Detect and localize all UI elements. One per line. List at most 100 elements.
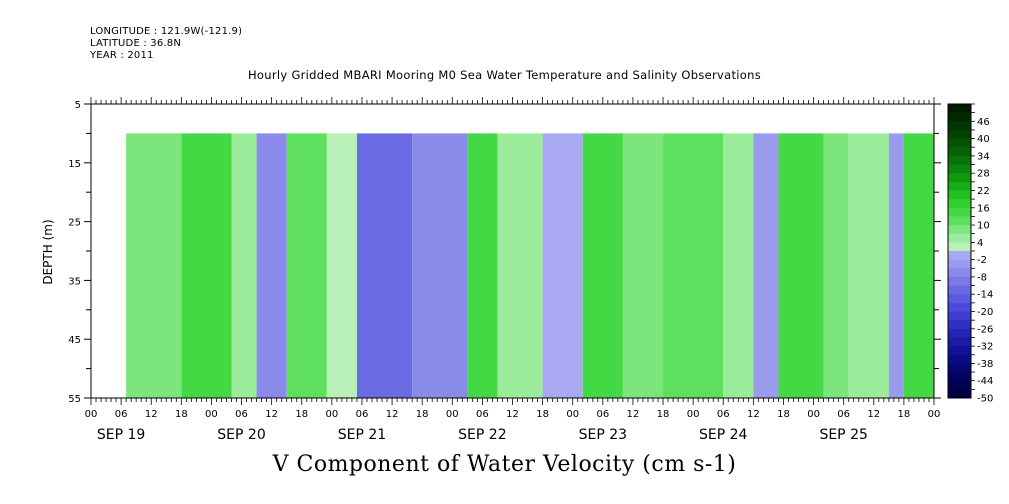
x-hour-label: 18: [657, 409, 670, 420]
x-hour-label: 18: [898, 409, 911, 420]
chart-title: Hourly Gridded MBARI Mooring M0 Sea Wate…: [247, 68, 762, 82]
colorbar-label: -8: [977, 272, 987, 283]
colorbar-swatch: [948, 233, 971, 243]
heatmap-band: [326, 133, 357, 398]
x-hour-label: 06: [837, 409, 850, 420]
x-day-label: SEP 21: [338, 427, 386, 443]
colorbar-label: -14: [977, 290, 993, 301]
y-tick-label: 25: [68, 218, 81, 229]
x-day-label: SEP 23: [579, 427, 627, 443]
x-hour-label: 06: [356, 409, 369, 420]
colorbar-border: [947, 103, 972, 399]
colorbar-label: -2: [977, 255, 987, 266]
x-hour-label: 18: [416, 409, 429, 420]
colorbar-swatch: [948, 155, 971, 165]
x-hour-label: 00: [566, 409, 579, 420]
x-hour-label: 12: [627, 409, 640, 420]
colorbar-swatch: [948, 147, 971, 157]
colorbar-swatch: [948, 259, 971, 269]
colorbar-swatch: [948, 173, 971, 183]
y-tick-label: 45: [68, 335, 81, 346]
heatmap-band: [663, 133, 724, 398]
x-hour-label: 00: [446, 409, 459, 420]
y-tick-label: 15: [68, 159, 81, 170]
colorbar-label: 4: [977, 238, 983, 249]
colorbar-swatch: [948, 372, 971, 382]
colorbar-label: 34: [977, 151, 990, 162]
x-hour-label: 12: [386, 409, 399, 420]
x-hour-label: 00: [807, 409, 820, 420]
heatmap-band: [778, 133, 824, 398]
heatmap-band: [256, 133, 287, 398]
x-day-label: SEP 25: [819, 427, 867, 443]
x-hour-label: 12: [867, 409, 880, 420]
colorbar-label: -50: [977, 394, 993, 405]
x-hour-label: 06: [476, 409, 489, 420]
x-day-label: SEP 22: [458, 427, 506, 443]
x-hour-label: 00: [205, 409, 218, 420]
heatmap-band: [181, 133, 232, 398]
heatmap-band: [723, 133, 754, 398]
colorbar-label: -20: [977, 307, 993, 318]
colorbar-label: -26: [977, 324, 993, 335]
colorbar-swatch: [948, 285, 971, 295]
heatmap-band: [622, 133, 664, 398]
year-label: YEAR : 2011: [90, 50, 154, 61]
x-hour-label: 00: [85, 409, 98, 420]
x-hour-label: 12: [145, 409, 158, 420]
colorbar: 46 40 34 28 22 16 10 4 -2 -8 -14 -20 -26 -32 -38 -44 -50: [947, 103, 993, 405]
heatmap-band: [231, 133, 257, 398]
longitude-label: LONGITUDE : 121.9W(-121.9): [90, 26, 243, 37]
colorbar-swatch: [948, 251, 971, 261]
colorbar-swatch: [948, 129, 971, 139]
x-day-label: SEP 19: [97, 427, 145, 443]
colorbar-swatch: [948, 216, 971, 226]
colorbar-label: 22: [977, 186, 990, 197]
heatmap-band: [497, 133, 543, 398]
colorbar-swatch: [948, 207, 971, 217]
colorbar-swatch: [948, 121, 971, 131]
heatmap-band: [286, 133, 327, 398]
heatmap-band: [126, 133, 182, 398]
colorbar-swatch: [948, 354, 971, 364]
heatmap-band: [356, 133, 413, 398]
heatmap-band: [412, 133, 468, 398]
colorbar-label: -44: [977, 376, 993, 387]
x-hour-label: 12: [747, 409, 760, 420]
y-axis-label: DEPTH (m): [41, 219, 55, 284]
x-hour-label: 00: [325, 409, 338, 420]
colorbar-label: 10: [977, 221, 990, 232]
heatmap-band: [823, 133, 849, 398]
y-tick-label: 55: [68, 394, 81, 405]
colorbar-label: 16: [977, 203, 990, 214]
colorbar-swatch: [948, 294, 971, 304]
x-hour-label: 06: [115, 409, 128, 420]
colorbar-swatch: [948, 164, 971, 174]
heatmap-band: [888, 133, 904, 398]
colorbar-swatch: [948, 242, 971, 252]
colorbar-swatch: [948, 346, 971, 356]
y-axis: 5 15 25 35 45 55: [68, 100, 941, 405]
x-hour-label: 18: [536, 409, 549, 420]
x-hour-label: 06: [596, 409, 609, 420]
colorbar-swatch: [948, 268, 971, 278]
x-hour-label: 00: [687, 409, 700, 420]
x-hour-label: 12: [265, 409, 278, 420]
x-hour-label: 18: [175, 409, 188, 420]
colorbar-swatch: [948, 337, 971, 347]
colorbar-swatch: [948, 389, 971, 399]
colorbar-label: 28: [977, 169, 990, 180]
x-day-label: SEP 24: [699, 427, 748, 443]
colorbar-swatch: [948, 181, 971, 191]
x-hour-label: 12: [506, 409, 519, 420]
x-hour-label: 06: [235, 409, 248, 420]
heatmap-band: [753, 133, 779, 398]
colorbar-label: 40: [977, 134, 990, 145]
colorbar-swatch: [948, 138, 971, 148]
heatmap-band: [467, 133, 498, 398]
colorbar-swatch: [948, 112, 971, 122]
colorbar-swatch: [948, 328, 971, 338]
colorbar-swatch: [948, 225, 971, 235]
x-axis: 00 06 12 18 00 06 12 18 00 06 12 18 00 06 12 18 00 06 12 18…: [85, 97, 940, 443]
